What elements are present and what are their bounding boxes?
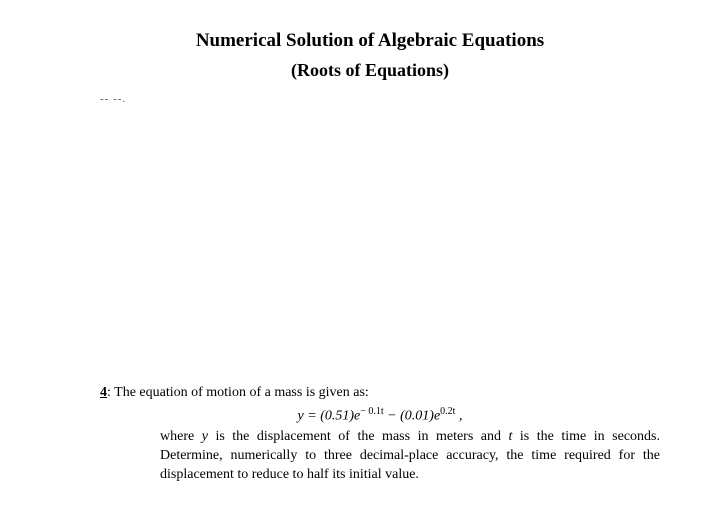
eq-tail: ,	[455, 408, 462, 423]
problem-number: 4	[100, 385, 107, 400]
eq-minus: −	[384, 408, 400, 423]
eq-coef2: (0.01)	[400, 408, 434, 423]
eq-coef1: (0.51)	[320, 408, 354, 423]
equation: y = (0.51)e− 0.1t − (0.01)e0.2t ,	[100, 405, 660, 427]
problem-4: 4: The equation of motion of a mass is g…	[100, 384, 660, 485]
eq-exp1: − 0.1t	[360, 406, 383, 417]
main-title: Numerical Solution of Algebraic Equation…	[140, 30, 600, 52]
body-text-1: where	[160, 429, 202, 444]
problem-intro-text: : The equation of motion of a mass is gi…	[107, 385, 369, 400]
separator-dots: -- --.	[100, 93, 660, 105]
eq-exp2: 0.2t	[440, 406, 455, 417]
body-text-2: is the displacement of the mass in meter…	[208, 429, 509, 444]
problem-intro: 4: The equation of motion of a mass is g…	[100, 384, 660, 403]
title-block: Numerical Solution of Algebraic Equation…	[140, 30, 600, 81]
subtitle: (Roots of Equations)	[140, 60, 600, 81]
eq-sign: =	[304, 408, 320, 423]
problem-body: where y is the displacement of the mass …	[160, 428, 660, 485]
